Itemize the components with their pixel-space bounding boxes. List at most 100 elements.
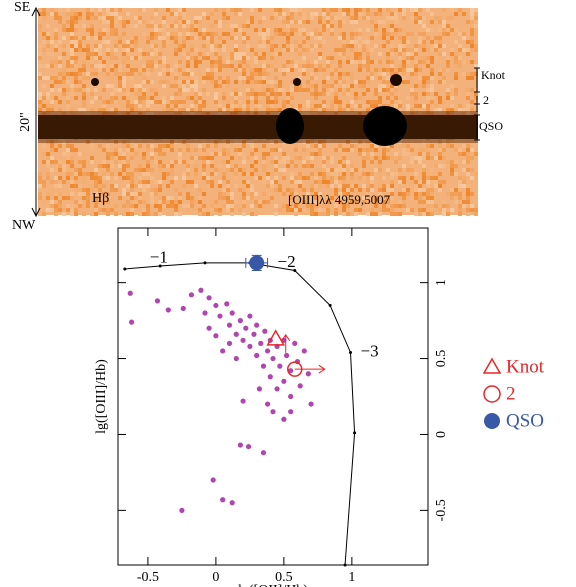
image-noise — [262, 160, 266, 164]
image-noise — [58, 40, 62, 44]
image-noise — [306, 60, 310, 64]
image-noise — [74, 180, 78, 184]
image-noise — [450, 164, 454, 168]
image-noise — [194, 168, 198, 172]
image-noise — [226, 164, 230, 168]
image-noise — [198, 100, 202, 104]
image-noise — [82, 44, 86, 48]
image-noise — [246, 188, 250, 192]
image-noise — [74, 56, 78, 60]
image-noise — [366, 68, 370, 72]
image-noise — [106, 156, 110, 160]
image-noise — [386, 52, 390, 56]
image-noise — [282, 48, 286, 52]
image-noise — [90, 176, 94, 180]
image-noise — [102, 108, 106, 112]
image-noise — [422, 56, 426, 60]
model-point — [123, 267, 127, 271]
image-noise — [410, 60, 414, 64]
sample-point — [247, 313, 253, 319]
image-noise — [94, 184, 98, 188]
image-noise — [66, 176, 70, 180]
image-noise — [422, 212, 426, 216]
image-noise — [158, 32, 162, 36]
image-noise — [310, 72, 314, 76]
image-noise — [342, 32, 346, 36]
image-noise — [38, 24, 42, 28]
image-noise — [226, 84, 230, 88]
image-noise — [366, 144, 370, 148]
image-noise — [242, 212, 246, 216]
image-noise — [142, 8, 146, 12]
image-noise — [214, 200, 218, 204]
sample-point — [254, 352, 260, 359]
image-noise — [130, 196, 134, 200]
image-noise — [70, 208, 74, 212]
image-noise — [142, 68, 146, 72]
image-noise — [174, 104, 178, 108]
image-noise — [98, 60, 102, 64]
image-noise — [290, 28, 294, 32]
image-noise — [310, 64, 314, 68]
row-label: Knot — [481, 68, 506, 82]
image-noise — [278, 80, 282, 84]
image-noise — [58, 144, 62, 148]
image-noise — [262, 192, 266, 196]
image-noise — [194, 76, 198, 80]
image-noise — [118, 196, 122, 200]
image-noise — [78, 72, 82, 76]
image-noise — [82, 48, 86, 52]
image-noise — [166, 200, 170, 204]
image-noise — [66, 16, 70, 20]
image-noise — [130, 96, 134, 100]
image-noise — [182, 40, 186, 44]
image-noise — [158, 148, 162, 152]
image-noise — [462, 48, 466, 52]
image-noise — [402, 144, 406, 148]
image-noise — [118, 76, 122, 80]
image-noise — [330, 32, 334, 36]
image-noise — [42, 152, 46, 156]
sample-point — [237, 442, 243, 448]
image-noise — [38, 212, 42, 216]
image-noise — [82, 24, 86, 28]
image-noise — [66, 88, 70, 92]
image-noise — [282, 152, 286, 156]
image-noise — [78, 36, 82, 40]
image-noise — [150, 60, 154, 64]
image-noise — [42, 76, 46, 80]
image-noise — [258, 8, 262, 12]
image-noise — [446, 204, 450, 208]
image-noise — [350, 108, 354, 112]
image-noise — [130, 76, 134, 80]
image-noise — [298, 44, 302, 48]
image-noise — [218, 108, 222, 112]
image-noise — [82, 152, 86, 156]
image-noise — [182, 176, 186, 180]
image-noise — [322, 196, 326, 200]
image-noise — [74, 16, 78, 20]
trace-peak — [363, 106, 407, 146]
image-noise — [86, 88, 90, 92]
image-noise — [126, 20, 130, 24]
image-noise — [226, 24, 230, 28]
image-noise — [358, 60, 362, 64]
image-noise — [446, 16, 450, 20]
image-noise — [286, 36, 290, 40]
image-noise — [318, 104, 322, 108]
image-noise — [334, 104, 338, 108]
image-noise — [282, 12, 286, 16]
image-noise — [338, 176, 342, 180]
image-noise — [474, 24, 478, 28]
image-noise — [406, 32, 410, 36]
image-noise — [66, 152, 70, 156]
image-noise — [226, 168, 230, 172]
image-noise — [54, 168, 58, 172]
image-noise — [342, 72, 346, 76]
image-noise — [218, 20, 222, 24]
image-noise — [342, 104, 346, 108]
image-noise — [402, 16, 406, 20]
image-noise — [306, 44, 310, 48]
image-noise — [402, 192, 406, 196]
image-noise — [70, 148, 74, 152]
